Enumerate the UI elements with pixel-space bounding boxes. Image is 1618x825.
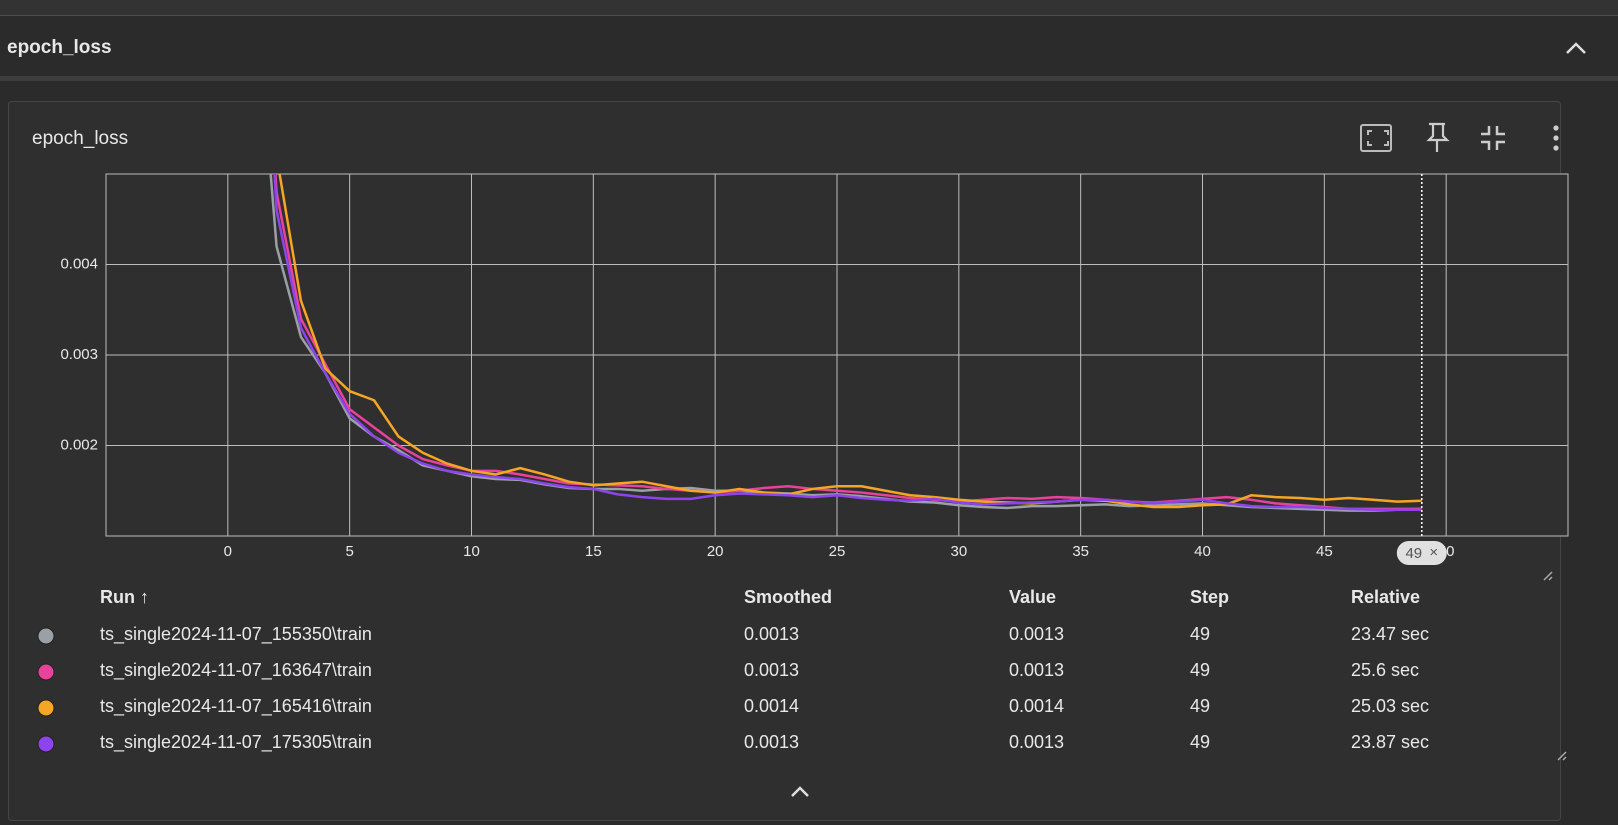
- table-cell: 0.0013: [744, 732, 799, 752]
- cursor-badge: [1396, 541, 1447, 565]
- series-line: [273, 174, 1422, 511]
- table-cell: 23.87 sec: [1351, 732, 1429, 752]
- cursor-close: ×: [1429, 544, 1438, 561]
- x-tick-label: 15: [585, 543, 602, 560]
- table-cell: 0.0014: [1009, 696, 1064, 716]
- table-cell: 25.6 sec: [1351, 660, 1419, 680]
- run-color-dot: [37, 735, 55, 753]
- column-header: Run ↑: [100, 587, 149, 607]
- y-tick-label: 0.003: [60, 346, 98, 363]
- x-tick-label: 45: [1316, 543, 1333, 560]
- table-cell: 0.0014: [744, 696, 799, 716]
- series-line: [274, 174, 1422, 511]
- x-tick-label: 0: [224, 543, 232, 560]
- table-cell: 49: [1190, 660, 1210, 680]
- run-color-dot: [37, 627, 55, 645]
- collapse-chart-button[interactable]: [1481, 126, 1505, 150]
- table-cell: 0.0013: [1009, 732, 1064, 752]
- table-cell: 25.03 sec: [1351, 696, 1429, 716]
- divider: [0, 76, 1618, 81]
- run-color-dot: [37, 663, 55, 681]
- x-tick-label: 35: [1072, 543, 1089, 560]
- column-header: Value: [1009, 587, 1056, 607]
- x-tick-label: 30: [950, 543, 967, 560]
- fit-button[interactable]: [1360, 124, 1392, 152]
- table-cell: ts_single2024-11-07_175305\train: [100, 732, 372, 753]
- table-cell: 23.47 sec: [1351, 624, 1429, 644]
- table-cell: 49: [1190, 696, 1210, 716]
- x-tick-label: 40: [1194, 543, 1211, 560]
- top-bar: [0, 0, 1618, 15]
- x-tick-label: 20: [707, 543, 724, 560]
- table-cell: 49: [1190, 624, 1210, 644]
- section-title: epoch_loss: [7, 37, 112, 58]
- table-cell: ts_single2024-11-07_165416\train: [100, 696, 372, 717]
- y-tick-label: 0.002: [60, 436, 98, 453]
- column-header: Smoothed: [744, 587, 832, 607]
- x-tick-label: 5: [345, 543, 353, 560]
- run-color-dot: [37, 699, 55, 717]
- table-cell: ts_single2024-11-07_163647\train: [100, 660, 372, 681]
- table-cell: 49: [1190, 732, 1210, 752]
- resize-handle[interactable]: [1557, 751, 1567, 761]
- table-cell: 0.0013: [1009, 624, 1064, 644]
- y-tick-label: 0.004: [60, 255, 98, 272]
- column-header: Step: [1190, 587, 1229, 607]
- table-cell: ts_single2024-11-07_155350\train: [100, 624, 372, 645]
- table-cell: 0.0013: [1009, 660, 1064, 680]
- resize-handle[interactable]: [1543, 571, 1553, 581]
- table-cell: 0.0013: [744, 660, 799, 680]
- x-tick-label: 25: [829, 543, 846, 560]
- cursor-label: 49: [1405, 545, 1422, 562]
- card-title: epoch_loss: [32, 128, 128, 149]
- collapse-button[interactable]: [1566, 42, 1586, 54]
- table-cell: 0.0013: [744, 624, 799, 644]
- collapse-table-button[interactable]: [791, 786, 809, 797]
- menu-button[interactable]: [1553, 125, 1559, 151]
- column-header: Relative: [1351, 587, 1420, 607]
- pin-button[interactable]: [1426, 122, 1450, 152]
- x-tick-label: 10: [463, 543, 480, 560]
